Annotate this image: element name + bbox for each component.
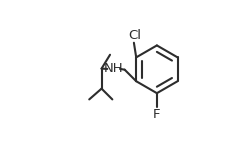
Text: NH: NH bbox=[103, 62, 123, 75]
Text: Cl: Cl bbox=[128, 28, 141, 42]
Text: F: F bbox=[153, 108, 161, 121]
